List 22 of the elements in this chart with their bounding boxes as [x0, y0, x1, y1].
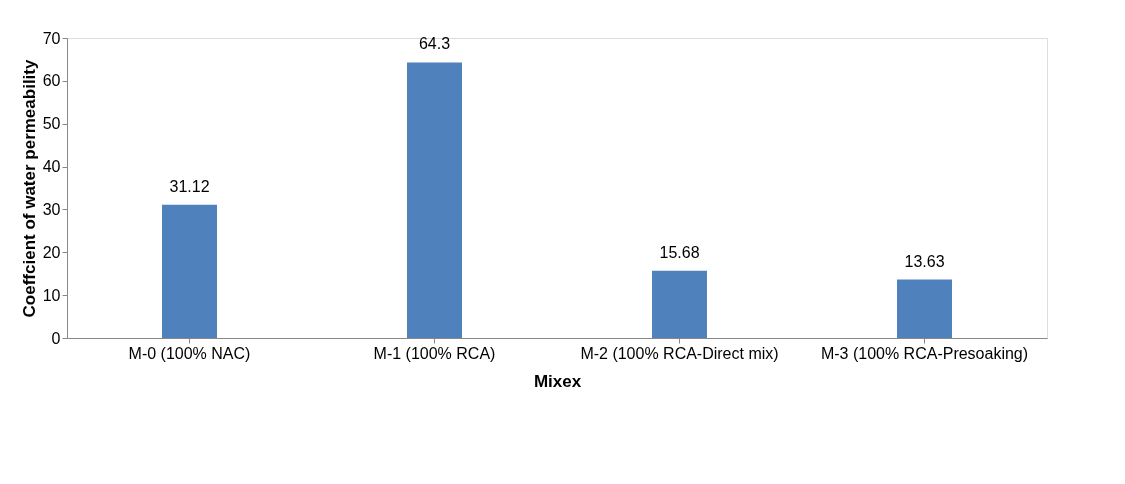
y-tick-label: 60 — [42, 72, 61, 90]
data-label: 31.12 — [169, 177, 210, 195]
data-label: 15.68 — [659, 243, 700, 261]
data-label: 13.63 — [904, 252, 945, 270]
y-tick-label: 70 — [42, 29, 61, 47]
y-tick-label: 10 — [42, 286, 61, 304]
x-tick-label: M-0 (100% NAC) — [128, 344, 251, 362]
x-tick-label: M-2 (100% RCA-Direct mix) — [580, 344, 779, 362]
bar — [162, 204, 217, 338]
bar — [897, 279, 952, 338]
y-tick-label: 30 — [42, 200, 61, 218]
y-tick-label: 50 — [42, 115, 61, 133]
data-label: 64.3 — [418, 35, 451, 53]
bar — [407, 62, 462, 338]
y-tick-label: 0 — [51, 329, 61, 347]
x-axis-title: Mixex — [533, 371, 582, 391]
y-tick-label: 40 — [42, 158, 61, 176]
y-tick-label: 20 — [42, 243, 61, 261]
bar — [652, 270, 707, 338]
x-tick-label: M-3 (100% RCA-Presoaking) — [820, 344, 1029, 362]
x-tick-label: M-1 (100% RCA) — [373, 344, 496, 362]
y-axis-title: Coeffcient of water permeability — [19, 59, 39, 318]
